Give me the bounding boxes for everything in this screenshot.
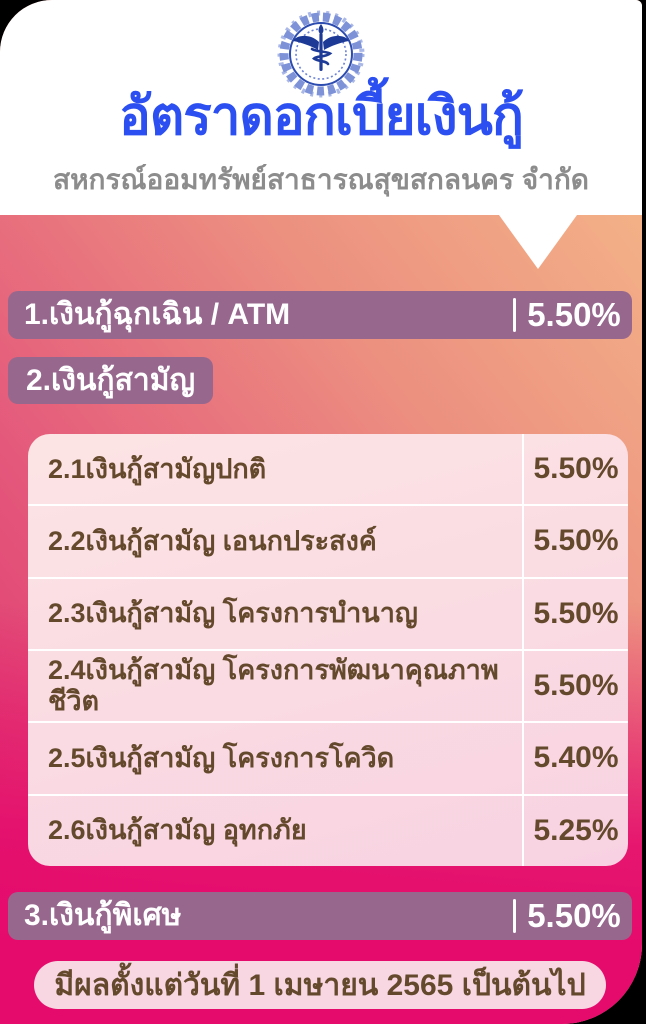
rate-label: 3.เงินกู้พิเศษ <box>24 899 182 932</box>
rate-bar-special: 3.เงินกู้พิเศษ 5.50% <box>8 892 632 940</box>
rate-row: 2.4เงินกู้สามัญ โครงการพัฒนาคุณภาพชีวิต … <box>28 648 628 722</box>
rate-value: 5.50% <box>527 897 621 934</box>
divider <box>513 899 516 933</box>
rate-value: 5.50% <box>522 434 628 505</box>
effective-date-note: มีผลตั้งแต่วันที่ 1 เมษายน 2565 เป็นต้นไ… <box>34 961 606 1009</box>
rate-label: 2.4เงินกู้สามัญ โครงการพัฒนาคุณภาพชีวิต <box>48 655 499 717</box>
rate-label: 2.1เงินกู้สามัญปกติ <box>48 453 267 484</box>
rate-value: 5.25% <box>522 795 628 866</box>
rate-value: 5.50% <box>522 578 628 649</box>
rate-bar-emergency: 1.เงินกู้ฉุกเฉิน / ATM 5.50% <box>8 291 632 339</box>
page-title: อัตราดอกเบี้ยเงินกู้ <box>119 87 524 146</box>
divider <box>513 298 516 332</box>
section-badge-ordinary: 2.เงินกู้สามัญ <box>8 357 214 404</box>
rate-row: 2.1เงินกู้สามัญปกติ 5.50% <box>28 434 628 505</box>
rate-label: 2.5เงินกู้สามัญ โครงการโควิด <box>48 742 395 773</box>
pointer-triangle <box>499 215 577 269</box>
rate-label: 1.เงินกู้ฉุกเฉิน / ATM <box>24 298 291 331</box>
rate-value: 5.50% <box>522 650 628 722</box>
rate-value: 5.50% <box>522 506 628 577</box>
rate-row: 2.3เงินกู้สามัญ โครงการบำนาญ 5.50% <box>28 576 628 649</box>
cooperative-seal-icon <box>277 10 365 98</box>
rate-value: 5.50% <box>527 296 621 333</box>
rate-value: 5.40% <box>522 723 628 794</box>
rate-label: 2.3เงินกู้สามัญ โครงการบำนาญ <box>48 598 418 629</box>
ordinary-rates-card: 2.1เงินกู้สามัญปกติ 5.50% 2.2เงินกู้สามั… <box>28 434 628 866</box>
rate-row: 2.6เงินกู้สามัญ อุทกภัย 5.25% <box>28 793 628 866</box>
rate-row: 2.5เงินกู้สามัญ โครงการโควิด 5.40% <box>28 721 628 794</box>
page-subtitle: สหกรณ์ออมทรัพย์สาธารณสุขสกลนคร จำกัด <box>53 164 589 195</box>
rate-label: 2.2เงินกู้สามัญ เอนกประสงค์ <box>48 525 377 556</box>
header-card: อัตราดอกเบี้ยเงินกู้ สหกรณ์ออมทรัพย์สาธา… <box>0 0 642 215</box>
rate-row: 2.2เงินกู้สามัญ เอนกประสงค์ 5.50% <box>28 504 628 577</box>
rate-label: 2.6เงินกู้สามัญ อุทกภัย <box>48 815 307 846</box>
